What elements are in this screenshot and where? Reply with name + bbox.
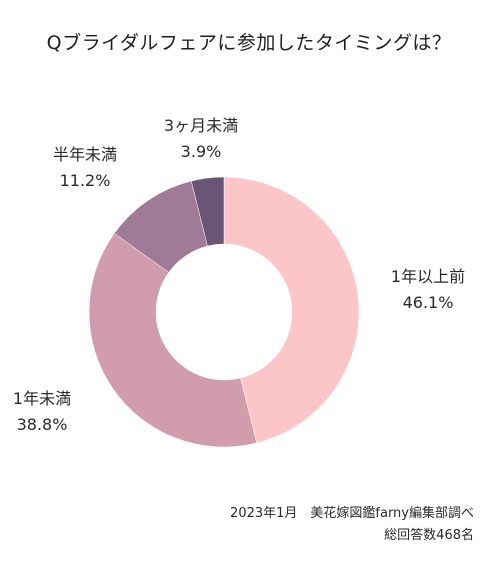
slice-labels: 1年以上前 46.1% 1年未満 38.8% 半年未満 11.2% 3ヶ月未満 3.9%: [13, 116, 465, 434]
chart-title: Qブライダルフェアに参加したタイミングは？: [46, 32, 452, 54]
slice-label-2: 1年未満: [13, 389, 71, 408]
slice-value-3: 11.2%: [60, 171, 111, 190]
slice-value-4: 3.9%: [181, 142, 222, 161]
slice-value-2: 38.8%: [17, 415, 68, 434]
donut-slice-1: [223, 176, 360, 444]
slice-value-1: 46.1%: [403, 293, 454, 312]
source-line-respondents: 総回答数468名: [384, 528, 474, 543]
donut-slice-2: [88, 232, 258, 448]
slice-label-3: 半年未満: [53, 145, 117, 164]
donut-chart: 1年以上前 46.1% 1年未満 38.8% 半年未満 11.2% 3ヶ月未満 3.9%: [13, 116, 465, 448]
donut-slice-4: [190, 176, 225, 247]
slice-label-4: 3ヶ月未満: [164, 116, 238, 135]
donut-slices: [88, 176, 360, 448]
source-note: 2023年1月 美花嫁図鑑farny編集部調べ 総回答数468名: [230, 503, 474, 547]
source-line-survey: 2023年1月 美花嫁図鑑farny編集部調べ: [230, 506, 474, 521]
slice-label-1: 1年以上前: [391, 267, 465, 286]
